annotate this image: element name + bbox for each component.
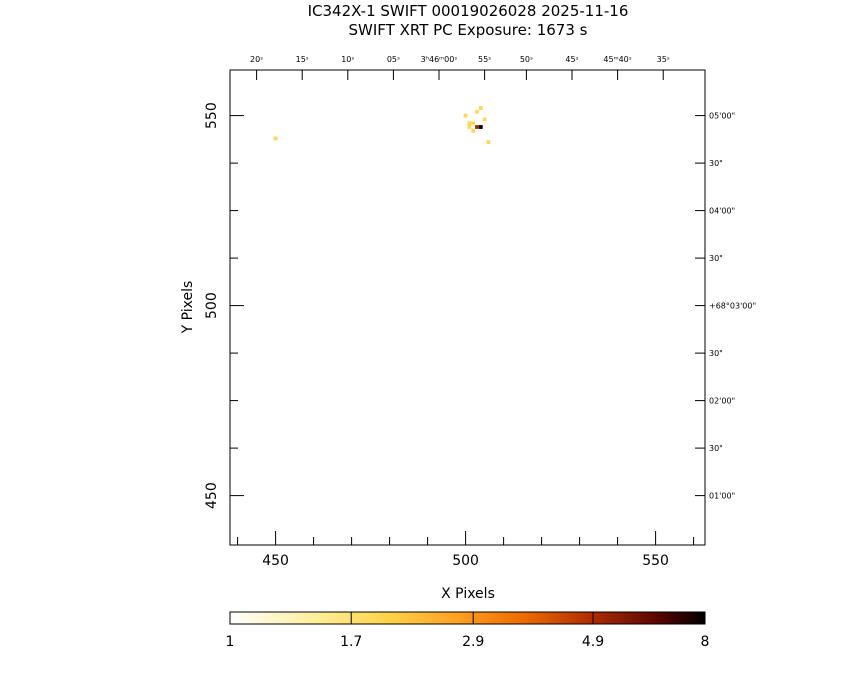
colorbar-label-4: 8 [701, 634, 710, 650]
ra-label-6: 50ˢ [520, 55, 533, 64]
image-pixel-3 [471, 121, 476, 126]
image-pixel-6 [475, 109, 479, 114]
y-tick-label-0: 450 [204, 482, 220, 509]
x-axis-label: X Pixels [441, 586, 495, 602]
image-pixel-5 [471, 128, 476, 133]
colorbar-label-0: 1 [226, 634, 235, 650]
chart-title: IC342X-1 SWIFT 00019026028 2025-11-16 [308, 2, 629, 20]
ra-label-0: 20ˢ [250, 55, 263, 64]
y-axis-label: Y Pixels [180, 281, 196, 335]
image-pixel-10 [478, 125, 483, 129]
colorbar-ticks: 1 1.7 2.9 4.9 8 [226, 612, 710, 650]
dec-label-1: 30" [709, 159, 723, 168]
ra-label-5: 55ˢ [478, 55, 491, 64]
ra-label-4: 3ʰ46ᵐ00ˢ [421, 55, 458, 64]
dec-label-8: 01'00" [709, 492, 735, 501]
ra-label-1: 15ˢ [296, 55, 309, 64]
image-pixel-4 [467, 125, 472, 129]
ra-label-7: 45ˢ [565, 55, 578, 64]
image-pixels [273, 106, 491, 145]
dec-label-4: +68°03'00" [709, 302, 756, 311]
dec-label-3: 30" [709, 254, 723, 263]
x-tick-label-0: 450 [262, 553, 289, 569]
colorbar [229, 611, 706, 625]
image-pixel-8 [482, 117, 487, 122]
axis-ticks: 450 500 550 450 500 550 20ˢ 15ˢ 10ˢ 05ˢ 3ʰ46ᵐ00ˢ 55… [204, 55, 756, 569]
dec-label-6: 02'00" [709, 397, 735, 406]
chart-subtitle: SWIFT XRT PC Exposure: 1673 s [349, 21, 588, 39]
image-pixel-7 [478, 106, 483, 110]
colorbar-label-2: 2.9 [462, 634, 484, 650]
dec-label-5: 30" [709, 349, 723, 358]
image-pixel-9 [475, 125, 479, 129]
y-tick-label-1: 500 [204, 292, 220, 319]
x-tick-label-2: 550 [642, 553, 669, 569]
image-pixel-2 [467, 121, 472, 126]
colorbar-label-1: 1.7 [340, 634, 362, 650]
dec-label-0: 05'00" [709, 112, 735, 121]
ra-label-3: 05ˢ [387, 55, 400, 64]
ra-label-9: 35ˢ [657, 55, 670, 64]
image-pixel-1 [463, 113, 468, 118]
colorbar-label-3: 4.9 [582, 634, 604, 650]
dec-label-7: 30" [709, 444, 723, 453]
ra-label-2: 10ˢ [341, 55, 354, 64]
y-tick-label-2: 550 [204, 102, 220, 129]
image-pixel-0 [273, 136, 278, 141]
ra-label-8: 45ᵐ40ˢ [603, 55, 631, 64]
plot-frame [229, 69, 706, 546]
image-pixel-11 [486, 140, 491, 145]
x-tick-label-1: 500 [452, 553, 479, 569]
dec-label-2: 04'00" [709, 207, 735, 216]
